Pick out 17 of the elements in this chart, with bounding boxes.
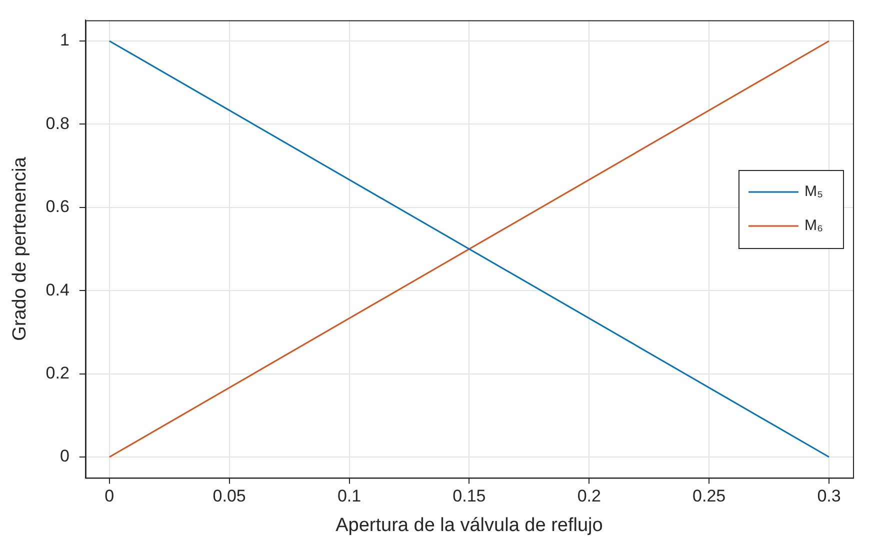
- x-tick-label: 0.3: [817, 486, 841, 506]
- y-tick-label: 0.2: [46, 363, 70, 382]
- y-axis-title: Grado de pertenencia: [10, 156, 31, 341]
- x-tick-label: 0: [104, 486, 114, 506]
- x-tick-label: 0.2: [577, 486, 601, 506]
- x-tick-label: 0.05: [212, 486, 246, 506]
- x-tick-label: 0.25: [692, 486, 726, 506]
- x-tick-label: 0.1: [337, 486, 362, 506]
- y-tick-label: 0.8: [46, 114, 70, 133]
- y-tick-label: 1: [60, 30, 70, 50]
- y-tick-label: 0.4: [46, 280, 70, 300]
- x-tick-label: 0.15: [452, 486, 486, 506]
- y-tick-label: 0: [60, 446, 70, 466]
- y-tick-label: 0.6: [46, 197, 70, 216]
- x-axis-title: Apertura de la válvula de reflujo: [336, 514, 603, 536]
- legend-label: M₆: [804, 217, 823, 234]
- legend-label: M₅: [804, 183, 823, 200]
